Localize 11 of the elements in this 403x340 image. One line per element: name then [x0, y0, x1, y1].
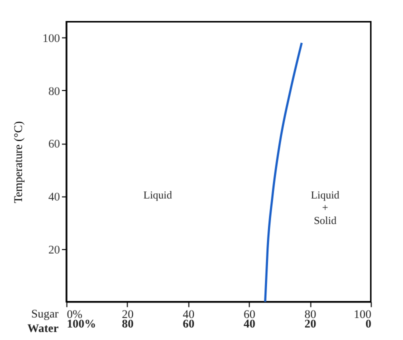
y-tick-label: 80: [48, 84, 60, 98]
y-tick-label: 60: [48, 138, 60, 151]
y-tick-label: 100: [42, 32, 60, 45]
annotation: Liquid + Solid: [310, 190, 340, 227]
y-axis-title: Temperature (°C): [12, 121, 25, 204]
y-tick-label: 40: [48, 190, 60, 204]
x-axis-title: Sugar: [31, 307, 59, 320]
annotation: Liquid: [143, 190, 173, 202]
x2-axis-title: Water: [27, 322, 59, 336]
line-series: [264, 42, 303, 303]
y-tick-label: 20: [48, 243, 60, 256]
